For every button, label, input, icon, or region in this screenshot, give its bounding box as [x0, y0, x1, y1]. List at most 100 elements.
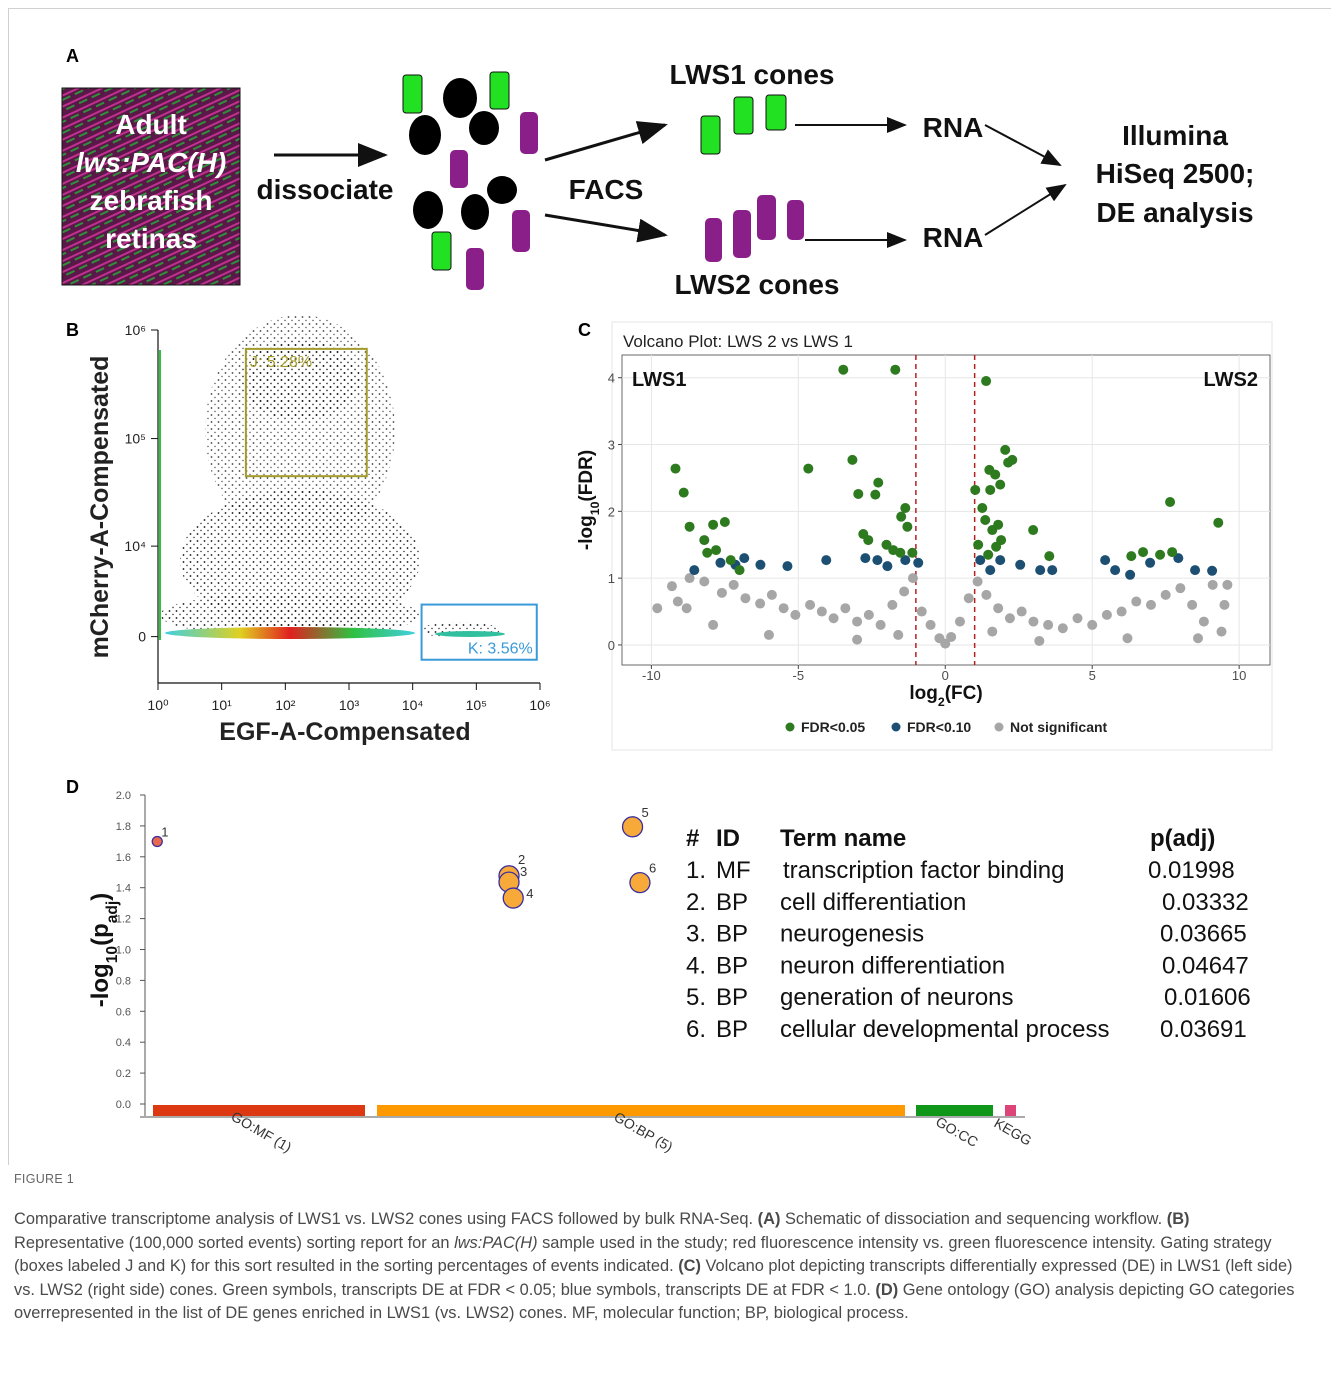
- x-tick-label: -5: [793, 668, 805, 683]
- legend-label: FDR<0.10: [907, 719, 971, 735]
- point: [1222, 579, 1233, 590]
- category-bar: [1005, 1105, 1016, 1116]
- category-label: KEGG: [991, 1115, 1034, 1149]
- frame: [8, 8, 1331, 1165]
- y-tick-label: 0: [608, 638, 615, 653]
- point-label: 3: [520, 864, 527, 879]
- point: [629, 871, 651, 894]
- point: [1000, 444, 1011, 455]
- group-title: LWS1 cones: [670, 59, 835, 90]
- point: [1016, 606, 1027, 617]
- point: [805, 599, 816, 610]
- caption-text: Schematic of dissociation and sequencing…: [780, 1210, 1167, 1228]
- table-cell: 0.03665: [1160, 921, 1247, 948]
- table-cell: BP: [716, 1016, 748, 1043]
- y-axis-title-part: -log: [576, 515, 597, 550]
- table-cell: BP: [716, 952, 748, 979]
- point: [907, 573, 918, 584]
- y-tick-label: 1.2: [116, 914, 131, 926]
- point: [652, 603, 663, 614]
- point: [1125, 569, 1136, 580]
- gate-label: J: 5.28%: [250, 354, 312, 371]
- point: [981, 589, 992, 600]
- y-tick-label: 1.8: [116, 821, 131, 833]
- x-tick-label: 10: [1232, 668, 1246, 683]
- point: [755, 598, 766, 609]
- x-tick-label: 10³: [339, 697, 360, 713]
- point: [954, 616, 965, 627]
- source-text: zebrafish: [90, 185, 213, 216]
- point: [863, 535, 874, 546]
- y-tick-label: 0.6: [116, 1006, 131, 1018]
- table-cell: BP: [716, 984, 748, 1011]
- table-header: p(adj): [1150, 825, 1215, 852]
- x-axis-title: EGF-A-Compensated: [219, 718, 470, 746]
- point: [1193, 633, 1203, 644]
- point: [678, 487, 689, 498]
- point: [702, 547, 713, 558]
- point: [925, 619, 936, 630]
- x-tick-label: 0: [942, 668, 949, 683]
- y-axis-title-part: 10: [104, 946, 121, 964]
- point: [715, 557, 726, 568]
- table-cell: 0.01606: [1164, 984, 1251, 1011]
- point: [970, 484, 981, 495]
- x-tick-label: 10⁰: [147, 697, 169, 713]
- point: [875, 619, 886, 630]
- point: [872, 555, 883, 566]
- chart-title: Volcano Plot: LWS 2 vs LWS 1: [623, 332, 853, 351]
- caption-italic: lws:PAC(H): [454, 1233, 538, 1252]
- point: [1155, 549, 1166, 560]
- table-cell: 5.: [686, 984, 706, 1011]
- point: [1145, 557, 1156, 568]
- retina-image: [61, 87, 241, 286]
- point: [900, 502, 911, 513]
- output-text: Illumina: [1122, 120, 1228, 151]
- y-tick-label: 10⁴: [124, 538, 146, 554]
- point: [991, 541, 1002, 552]
- panel-a: A Adult lws:PAC(H) zebrafish retinas dis…: [61, 46, 1254, 300]
- table-cell: cellular developmental process: [780, 1016, 1110, 1043]
- point-label: 6: [649, 861, 656, 876]
- source-text: Adult: [115, 109, 187, 140]
- table-cell: 0.01998: [1148, 857, 1235, 884]
- category-bar: [916, 1105, 993, 1116]
- y-tick-label: 0.0: [116, 1099, 131, 1111]
- y-tick-label: 4: [608, 371, 615, 386]
- point: [699, 535, 710, 546]
- caption-text: sample used in the study; red fluorescen…: [14, 1233, 1272, 1276]
- caption-text: Gene ontology (GO) analysis depicting GO…: [14, 1280, 1295, 1323]
- point: [1087, 619, 1098, 630]
- category-label: GO:CC: [933, 1113, 981, 1150]
- point: [985, 565, 996, 576]
- point: [995, 479, 1006, 490]
- point: [1219, 599, 1230, 610]
- point: [1034, 635, 1045, 646]
- source-text: lws:PAC(H): [76, 147, 226, 178]
- table-cell: 1.: [686, 857, 706, 884]
- step-text: FACS: [569, 174, 644, 205]
- x-axis-title: log2(FC): [909, 683, 982, 709]
- point: [838, 364, 849, 375]
- point: [670, 463, 681, 474]
- y-tick-label: 1.0: [116, 945, 131, 957]
- source-text: retinas: [105, 223, 197, 254]
- point: [1145, 599, 1156, 610]
- point: [977, 502, 988, 513]
- point: [708, 519, 719, 530]
- point: [882, 561, 893, 572]
- point: [816, 606, 827, 617]
- point: [739, 553, 750, 564]
- legend-marker: [785, 722, 795, 732]
- point: [1047, 565, 1058, 576]
- legend-label: FDR<0.05: [801, 719, 865, 735]
- point: [852, 616, 863, 627]
- point: [873, 477, 884, 488]
- point: [995, 555, 1006, 566]
- point: [893, 629, 904, 640]
- cells: [402, 71, 804, 290]
- point: [1100, 555, 1111, 566]
- gate: [244, 347, 368, 478]
- point: [1173, 553, 1184, 564]
